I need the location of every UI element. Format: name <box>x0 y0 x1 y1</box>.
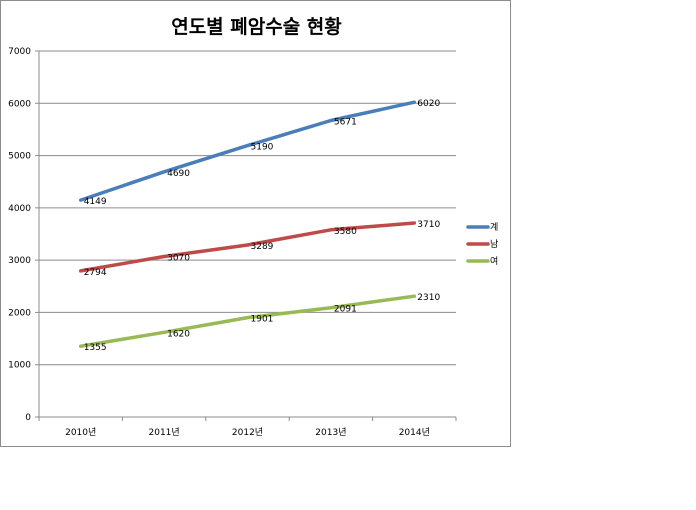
y-tick-label: 3000 <box>8 256 31 266</box>
data-label: 5671 <box>334 117 357 127</box>
data-label: 5190 <box>251 143 274 153</box>
y-tick-label: 1000 <box>8 361 31 371</box>
y-tick-label: 0 <box>25 413 31 423</box>
data-label: 4149 <box>84 197 107 207</box>
series-line-계 <box>78 100 417 202</box>
data-label: 1355 <box>84 343 107 353</box>
x-tick-label: 2011년 <box>149 427 180 438</box>
data-label: 2091 <box>334 305 357 315</box>
y-tick-label: 2000 <box>8 308 31 318</box>
y-tick-label: 7000 <box>8 47 31 57</box>
y-tick-label: 6000 <box>8 99 31 109</box>
data-label: 1901 <box>251 315 274 325</box>
x-tick-label: 2014년 <box>399 427 430 438</box>
data-label: 2794 <box>84 268 107 278</box>
data-label: 6020 <box>417 99 440 109</box>
chart-area: 연도별 폐암수술 현황 0 1000 2000 3000 4000 5000 6000 700… <box>0 0 511 447</box>
data-label: 1620 <box>167 329 190 339</box>
legend-label: 계 <box>490 221 498 233</box>
x-tick-label: 2010년 <box>65 427 96 438</box>
legend-label: 여 <box>490 255 498 267</box>
y-tick-label: 5000 <box>8 152 31 162</box>
data-label: 3289 <box>251 242 274 252</box>
x-tick-label: 2013년 <box>315 427 346 438</box>
chart-title: 연도별 폐암수술 현황 <box>171 16 342 38</box>
x-tick-label: 2012년 <box>232 427 263 438</box>
line-chart: 0 1000 2000 3000 4000 5000 6000 7000 2010년 2011년 2… <box>8 47 498 438</box>
data-label: 3710 <box>417 220 440 230</box>
series-line-여 <box>78 294 417 348</box>
series-line-남 <box>78 221 417 273</box>
y-tick-label: 4000 <box>8 204 31 214</box>
data-label: 2310 <box>417 293 440 303</box>
legend-label: 남 <box>490 239 498 250</box>
data-label: 3580 <box>334 227 357 237</box>
data-label: 3070 <box>167 253 190 263</box>
data-label: 4690 <box>167 169 190 179</box>
